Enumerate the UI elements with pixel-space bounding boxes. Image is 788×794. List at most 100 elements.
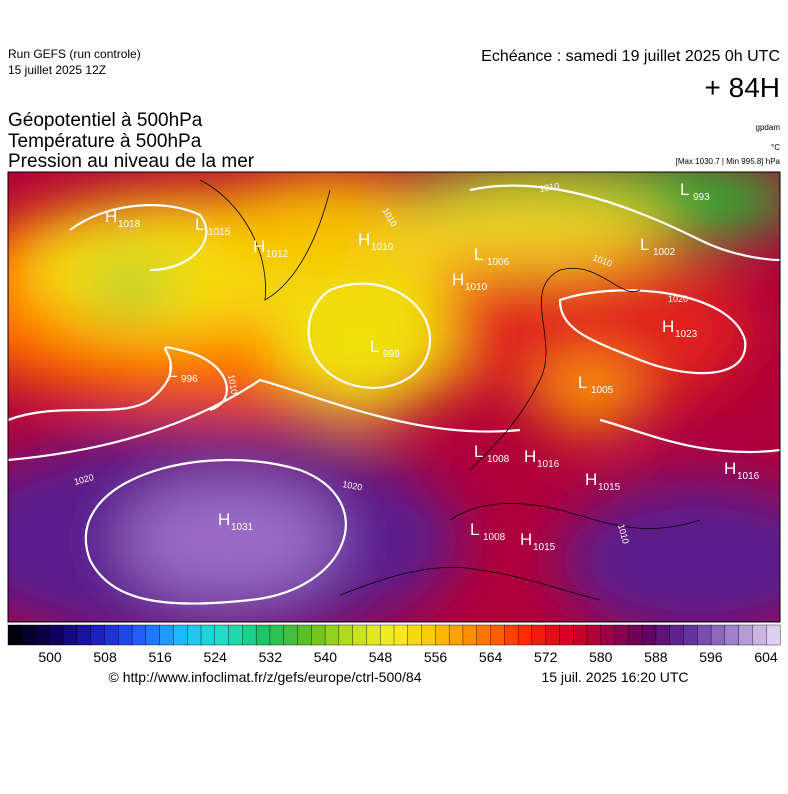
colorbar-swatch [766, 624, 781, 646]
colorbar-swatch [476, 624, 492, 646]
colorbar-swatch [462, 624, 478, 646]
center-letter: L [474, 442, 483, 461]
colorbar-swatch [7, 624, 23, 646]
isobar-label: 1010 [539, 181, 560, 194]
colorbar-tick-label: 500 [38, 649, 62, 665]
center-letter: H [585, 470, 597, 489]
colorbar-swatch [697, 624, 712, 646]
colorbar-swatch [517, 624, 533, 646]
colorbar-swatch [573, 624, 588, 646]
colorbar-swatch [187, 624, 202, 646]
center-value: 1031 [231, 522, 254, 533]
colorbar-swatch [655, 624, 671, 646]
colorbar-swatch [159, 624, 174, 646]
colorbar-swatch [131, 624, 147, 646]
colorbar-swatch [421, 624, 436, 646]
colorbar-swatch [214, 624, 230, 646]
colorbar-tick-label: 524 [204, 649, 228, 665]
colorbar-tick-label: 572 [534, 649, 558, 665]
colorbar-swatch [490, 624, 505, 646]
center-value: 1005 [591, 385, 614, 396]
center-value: 1018 [118, 219, 141, 230]
colorbar-swatch [104, 624, 119, 646]
colorbar-swatch [200, 624, 216, 646]
center-value: 1008 [487, 454, 510, 465]
center-letter: H [218, 510, 230, 529]
colorbar-swatch [724, 624, 740, 646]
colorbar-tick-label: 564 [479, 649, 503, 665]
colorbar-tick-label: 580 [589, 649, 613, 665]
colorbar-swatch [324, 624, 340, 646]
center-value: 1012 [266, 249, 289, 260]
lead-time: + 84H [705, 72, 781, 103]
center-value: 1010 [465, 282, 488, 293]
colorbar-swatch [352, 624, 367, 646]
colorbar-swatch [90, 624, 106, 646]
url: © http://www.infoclimat.fr/z/gefs/europe… [108, 669, 421, 685]
colorbar-tick-label: 556 [424, 649, 448, 665]
colorbar-swatch [559, 624, 574, 646]
isobar-label: 1020 [342, 479, 363, 492]
center-letter: H [358, 230, 370, 249]
colorbar-swatch [586, 624, 602, 646]
center-value: 1015 [208, 227, 231, 238]
center-letter: H [105, 207, 117, 226]
colorbar-tick-label: 508 [93, 649, 117, 665]
colorbar-swatch [366, 624, 381, 646]
colorbar-swatch [173, 624, 188, 646]
center-letter: L [470, 520, 479, 539]
colorbar-swatch [311, 624, 326, 646]
colorbar-swatch [380, 624, 395, 646]
colorbar-tick-label: 516 [148, 649, 172, 665]
colorbar-swatch [118, 624, 133, 646]
colorbar-swatch [145, 624, 161, 646]
center-value: 993 [693, 192, 710, 203]
colorbar-swatch [504, 624, 519, 646]
colorbar-swatch [338, 624, 354, 646]
center-letter: L [680, 180, 689, 199]
center-value: 1008 [483, 532, 506, 543]
timestamp: 15 juil. 2025 16:20 UTC [541, 669, 688, 685]
colorbar-swatch [738, 624, 753, 646]
center-letter: H [724, 459, 736, 478]
colorbar-swatch [255, 624, 271, 646]
center-letter: H [662, 317, 674, 336]
center-value: 1015 [598, 482, 621, 493]
colorbar-swatch [545, 624, 560, 646]
colorbar-swatch [228, 624, 243, 646]
center-letter: H [520, 530, 532, 549]
isobar-label: 1020 [668, 294, 688, 304]
echeance: Echéance : samedi 19 juillet 2025 0h UTC [481, 48, 780, 65]
colorbar-swatch [614, 624, 629, 646]
center-letter: L [578, 373, 587, 392]
run-date: 15 juillet 2025 12Z [8, 63, 106, 77]
center-value: 1015 [533, 542, 556, 553]
colorbar-swatch [448, 624, 464, 646]
colorbar-swatch [683, 624, 698, 646]
colorbar-swatch [76, 624, 92, 646]
colorbar-swatch [283, 624, 299, 646]
center-letter: H [253, 237, 265, 256]
center-letter: L [640, 235, 649, 254]
center-value: 1006 [487, 257, 510, 268]
colorbar-tick-label: 540 [314, 649, 338, 665]
center-value: 1023 [675, 329, 698, 340]
colorbar-tick-label: 604 [754, 649, 778, 665]
colorbar-swatch [62, 624, 78, 646]
colorbar-swatch [35, 624, 50, 646]
map-frame [7, 171, 781, 623]
center-letter: L [474, 245, 483, 264]
center-value: 999 [383, 349, 400, 360]
colorbar-swatch [531, 624, 547, 646]
title: Géopotentiel à 500hPa [8, 110, 203, 131]
colorbar: 500 508 516 524 532 540 548 556 564 572 580 588 596 6… [7, 624, 781, 665]
unit: gpdam [756, 123, 781, 132]
colorbar-swatch [242, 624, 257, 646]
run: Run GEFS (run controle) [8, 47, 141, 61]
center-value: 1010 [371, 242, 394, 253]
colorbar-swatch [641, 624, 657, 646]
title: Température à 500hPa [8, 131, 202, 152]
center-letter: L [195, 215, 204, 234]
colorbar-swatch [269, 624, 285, 646]
